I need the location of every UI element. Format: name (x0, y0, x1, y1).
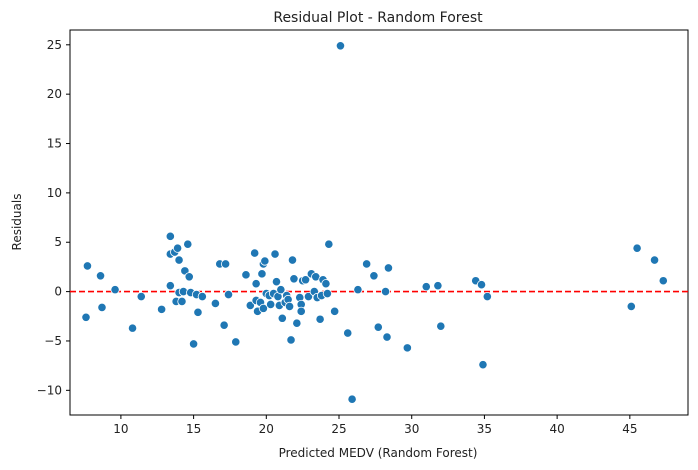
residual-point (380, 287, 391, 297)
residual-point (183, 239, 193, 249)
residual-point (362, 259, 372, 269)
chart-title: Residual Plot - Random Forest (273, 10, 483, 26)
y-tick-label: 20 (47, 87, 62, 101)
residual-point (321, 279, 331, 289)
residual-point (300, 275, 311, 285)
residual-point (173, 243, 183, 253)
residual-point (257, 269, 267, 279)
x-axis: 10 15 20 25 30 35 40 45 (113, 415, 637, 436)
plot-frame (69, 29, 689, 416)
residual-point (343, 328, 353, 338)
residual-point (177, 296, 187, 307)
residual-point (245, 300, 255, 311)
residual-point (266, 299, 276, 310)
residual-point (658, 276, 668, 286)
x-tick-label: 35 (477, 422, 492, 436)
y-tick-label: −10 (37, 383, 62, 397)
residual-point (421, 282, 431, 292)
residual-point (402, 343, 412, 353)
residual-point (157, 304, 167, 314)
y-axis: −10 −5 0 5 10 15 20 25 (37, 38, 70, 397)
residual-point (270, 249, 280, 259)
residual-point (476, 280, 487, 290)
residual-point (189, 339, 199, 349)
residual-point (231, 337, 241, 347)
residual-point (373, 322, 383, 332)
x-tick-label: 15 (186, 422, 201, 436)
residual-point (632, 243, 642, 253)
x-tick-label: 25 (331, 422, 346, 436)
residual-point (193, 307, 203, 317)
residual-point (347, 394, 357, 404)
residual-point (369, 271, 379, 281)
residual-point (330, 306, 340, 316)
y-tick-label: 10 (47, 186, 62, 200)
x-tick-label: 10 (113, 422, 128, 436)
residual-point (271, 277, 282, 287)
residual-point (277, 313, 287, 323)
residual-point (184, 272, 194, 282)
residual-point (260, 256, 270, 266)
residual-point (289, 274, 299, 284)
x-tick-label: 40 (549, 422, 564, 436)
residual-point (81, 312, 91, 322)
residual-point (174, 255, 184, 265)
residual-point (197, 291, 207, 302)
x-tick-label: 20 (259, 422, 274, 436)
residual-point (136, 291, 146, 302)
residual-point (315, 314, 325, 324)
residual-point (482, 291, 492, 302)
residual-point (165, 231, 175, 241)
residual-point (353, 285, 363, 295)
residual-point (258, 303, 268, 313)
residual-point (324, 239, 334, 249)
residual-point (478, 360, 488, 370)
residual-point (210, 298, 221, 309)
residual-point (433, 281, 443, 291)
y-tick-label: 0 (54, 285, 62, 299)
y-tick-label: 25 (47, 38, 62, 52)
residual-point (95, 271, 106, 281)
y-tick-label: −5 (44, 334, 62, 348)
residual-point (383, 263, 394, 273)
y-tick-label: 15 (47, 137, 62, 151)
residual-point (276, 285, 286, 295)
residual-points (81, 41, 668, 404)
residual-point (284, 301, 295, 312)
residual-point (322, 288, 332, 299)
residual-point (649, 255, 660, 265)
residual-point (110, 285, 120, 295)
residual-point (382, 332, 392, 342)
residual-point (287, 255, 298, 265)
residual-point (251, 279, 261, 289)
x-tick-label: 30 (404, 422, 419, 436)
residual-point (296, 306, 306, 316)
residual-point (436, 321, 446, 331)
residual-point (335, 41, 346, 51)
y-tick-label: 5 (54, 235, 62, 249)
residual-point (303, 291, 314, 302)
residual-point (82, 261, 93, 271)
residual-point (626, 301, 636, 312)
residual-point (97, 302, 107, 312)
y-axis-label: Residuals (10, 194, 24, 251)
residual-point (286, 335, 296, 345)
residual-point (220, 259, 231, 269)
residual-point (250, 248, 260, 258)
residual-point (165, 281, 175, 291)
residual-point (241, 270, 251, 280)
x-axis-label: Predicted MEDV (Random Forest) (279, 446, 478, 460)
residual-point (219, 320, 229, 330)
residual-point (127, 323, 138, 333)
x-tick-label: 45 (622, 422, 637, 436)
residual-point (223, 289, 234, 300)
residual-point (292, 318, 302, 328)
